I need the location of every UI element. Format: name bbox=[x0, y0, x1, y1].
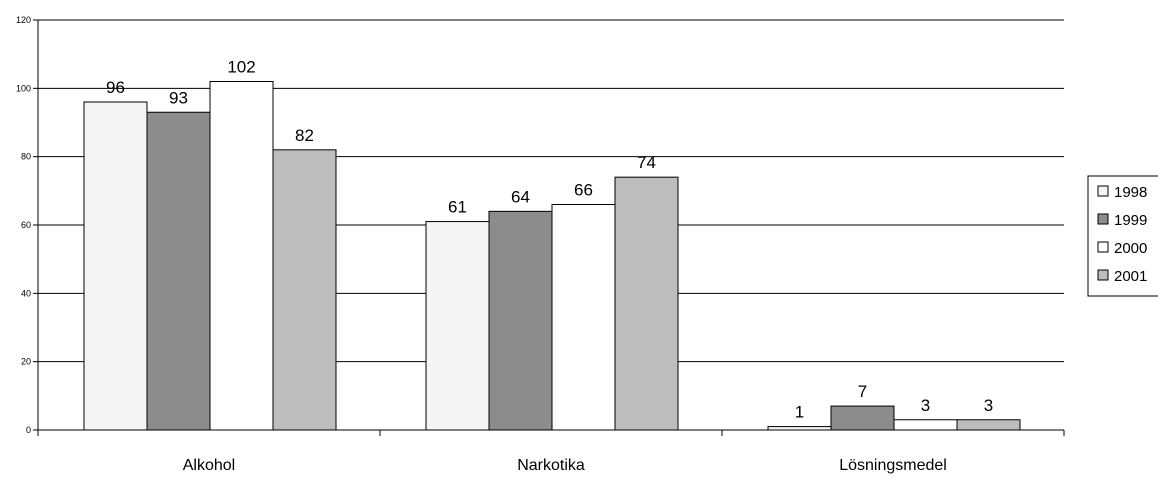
x-category-label: Narkotika bbox=[517, 457, 585, 474]
bar bbox=[83, 101, 148, 431]
bar bbox=[146, 111, 211, 431]
data-label: 93 bbox=[169, 88, 188, 107]
legend-swatch bbox=[1097, 241, 1109, 253]
data-label: 102 bbox=[227, 58, 255, 77]
y-tick-label: 20 bbox=[21, 357, 31, 367]
bar bbox=[425, 221, 490, 431]
data-label: 66 bbox=[574, 181, 593, 200]
bar bbox=[488, 210, 553, 431]
bar bbox=[551, 204, 616, 431]
bar bbox=[614, 176, 679, 431]
data-label: 61 bbox=[448, 198, 467, 217]
x-category-label: Lösningsmedel bbox=[839, 457, 947, 474]
y-tick-label: 100 bbox=[16, 83, 31, 93]
legend-label: 1999 bbox=[1114, 212, 1147, 229]
legend-label: 1998 bbox=[1114, 184, 1147, 201]
bar bbox=[956, 419, 1021, 431]
x-category-label: Alkohol bbox=[183, 457, 235, 474]
data-label: 3 bbox=[921, 396, 930, 415]
bar bbox=[272, 149, 337, 431]
y-tick-label: 80 bbox=[21, 152, 31, 162]
legend-swatch bbox=[1097, 213, 1109, 225]
data-label: 82 bbox=[295, 126, 314, 145]
data-label: 3 bbox=[984, 396, 993, 415]
bar bbox=[209, 81, 274, 431]
data-label: 1 bbox=[795, 403, 804, 422]
legend-label: 2001 bbox=[1114, 268, 1147, 285]
y-tick-label: 40 bbox=[21, 288, 31, 298]
data-label: 74 bbox=[637, 153, 656, 172]
y-tick-label: 60 bbox=[21, 220, 31, 230]
legend-swatch bbox=[1097, 185, 1109, 197]
y-tick-label: 0 bbox=[26, 425, 31, 435]
bar bbox=[893, 419, 958, 431]
y-tick-label: 120 bbox=[16, 15, 31, 25]
data-label: 64 bbox=[511, 187, 530, 206]
bar bbox=[830, 405, 895, 431]
data-label: 96 bbox=[106, 78, 125, 97]
legend-label: 2000 bbox=[1114, 240, 1147, 257]
bar bbox=[767, 426, 832, 431]
legend-swatch bbox=[1097, 269, 1109, 281]
data-label: 7 bbox=[858, 382, 867, 401]
